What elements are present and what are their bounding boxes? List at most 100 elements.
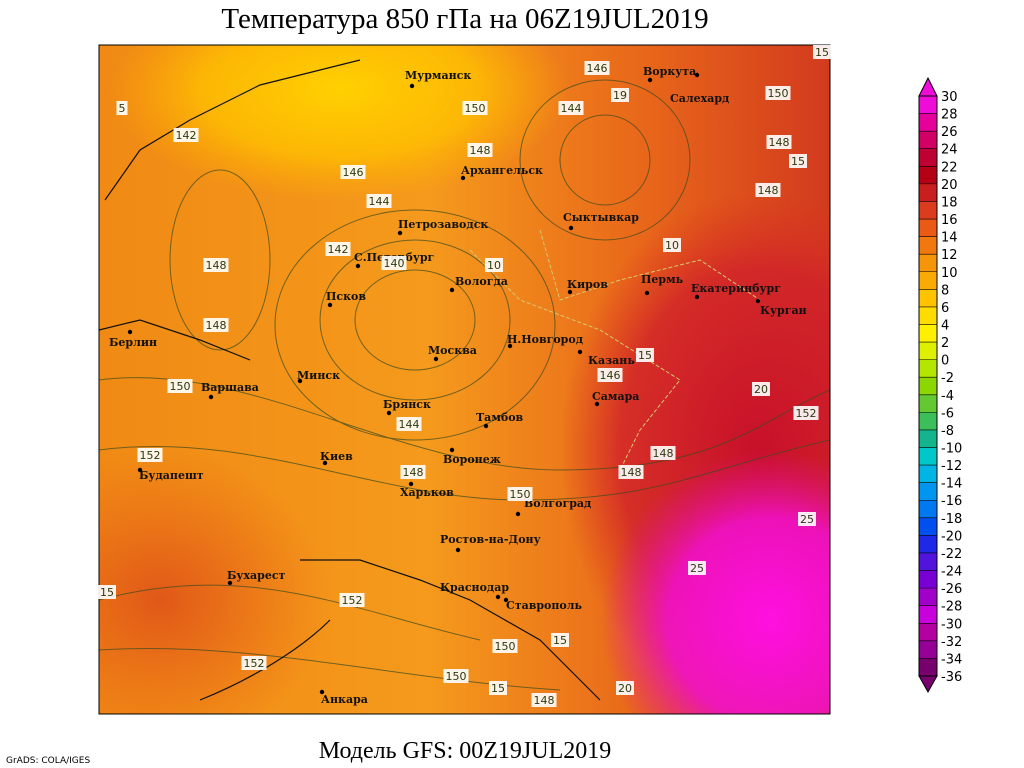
colorbar-band [919, 271, 937, 290]
city-label: Киев [320, 450, 353, 463]
colorbar-label: 16 [941, 213, 958, 228]
colorbar-label: -12 [941, 459, 962, 474]
contour-label: 148 [206, 319, 227, 332]
colorbar-label: 22 [941, 160, 958, 175]
colorbar-band [919, 96, 937, 115]
contour-label-box [765, 86, 791, 100]
colorbar-band [919, 359, 937, 378]
city-dot [319, 689, 325, 695]
contour-label-box [766, 135, 792, 149]
contour-label: 148 [534, 694, 555, 707]
city-label: Берлин [109, 336, 157, 349]
contour-label-box [789, 154, 807, 168]
contour-label: 20 [618, 682, 632, 695]
colorbar-band [919, 377, 937, 396]
contour-label-box [755, 183, 781, 197]
colorbar-band [919, 517, 937, 536]
city-label: Тамбов [476, 411, 524, 424]
colorbar-label: 18 [941, 195, 958, 210]
city-dot [495, 594, 501, 600]
colorbar-band [919, 183, 937, 202]
contour-label: 140 [384, 257, 405, 270]
colorbar-band [919, 201, 937, 220]
contour-label-box [167, 379, 193, 393]
colorbar-bottom-cap [918, 675, 938, 694]
city-label: Воркута [643, 65, 696, 78]
colorbar-label: -10 [941, 442, 962, 457]
colorbar-band [919, 254, 937, 273]
city-label: Пермь [641, 273, 684, 286]
contour-label: 15 [791, 155, 805, 168]
city-label: Псков [326, 290, 366, 303]
colorbar-label: 8 [941, 283, 949, 298]
contour-label: 150 [465, 102, 486, 115]
city-dot [355, 263, 361, 269]
contour-label: 150 [768, 87, 789, 100]
contour-label: 10 [665, 239, 679, 252]
colorbar-label: -32 [941, 635, 962, 650]
city-dot [227, 580, 233, 586]
city-label: Анкара [321, 693, 368, 706]
colorbar-label: 14 [941, 231, 958, 246]
contour-label-box [636, 348, 654, 362]
colorbar-band [919, 219, 937, 238]
city-label: Самара [592, 390, 639, 403]
city-dot [449, 287, 455, 293]
contour-label: 148 [758, 184, 779, 197]
contour-label-box [339, 593, 365, 607]
city-dot [594, 401, 600, 407]
city-dot [449, 447, 455, 453]
contour-label-box [597, 368, 623, 382]
colorbar-band [919, 658, 937, 677]
colorbar-top-cap [918, 76, 938, 97]
contour-label-box [551, 633, 569, 647]
contour-label: 10 [487, 259, 501, 272]
city-dot [408, 481, 414, 487]
contour-label-box [793, 406, 819, 420]
contour-label-box [241, 656, 267, 670]
colorbar-label: -36 [941, 670, 962, 685]
contour-label-box [137, 448, 163, 462]
contour-label: 144 [399, 418, 420, 431]
city-label: Казань [588, 354, 635, 367]
city-layer: МурманскАрхангельскПетрозаводскС.Петербу… [109, 65, 807, 706]
colorbar-label: 24 [941, 143, 958, 158]
contour-label: 148 [653, 447, 674, 460]
contour-label: 150 [495, 640, 516, 653]
city-label: Вологда [455, 275, 508, 288]
contour-label-box [116, 101, 128, 115]
city-label: Воронеж [443, 453, 501, 466]
contour-label: 152 [796, 407, 817, 420]
colorbar-label: 26 [941, 125, 958, 140]
colorbar-label: -22 [941, 547, 962, 562]
colorbar-label: 30 [941, 90, 958, 105]
city-label: Архангельск [461, 164, 543, 177]
contour-label: 142 [328, 243, 349, 256]
contour-label: 148 [403, 466, 424, 479]
contour-label-box [203, 258, 229, 272]
city-dot [327, 302, 333, 308]
colorbar-band [919, 131, 937, 150]
contour-label-box [203, 318, 229, 332]
colorbar-label: -28 [941, 600, 962, 615]
city-label: Петрозаводск [398, 218, 488, 231]
contour-label: 25 [690, 562, 704, 575]
colorbar-label: 2 [941, 336, 949, 351]
colorbar-band [919, 412, 937, 431]
colorbar-band [919, 552, 937, 572]
city-dot [208, 394, 214, 400]
colorbar-label: -26 [941, 582, 962, 597]
colorbar-band [919, 429, 937, 449]
colorbar-band [919, 640, 937, 659]
colorbar-label: -4 [941, 389, 954, 404]
city-label: Н.Новгород [507, 333, 583, 346]
contour-label-box [616, 681, 634, 695]
city-dot [483, 423, 489, 429]
contour-label-box [98, 585, 116, 599]
city-label: Волгоград [524, 497, 591, 510]
contour-label-box [813, 45, 831, 59]
contour-label: 150 [446, 670, 467, 683]
colorbar-label: -14 [941, 477, 962, 492]
contour-label: 146 [600, 369, 621, 382]
colorbar-label: -24 [941, 565, 962, 580]
